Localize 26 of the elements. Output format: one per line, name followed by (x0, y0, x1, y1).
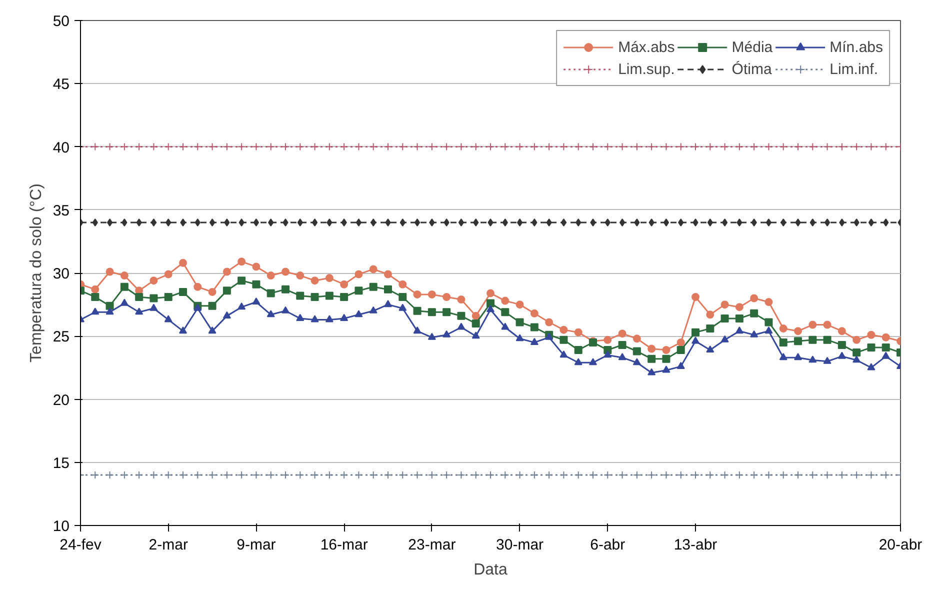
x-tick-label: 20-abr (878, 536, 922, 554)
legend-label: Ótima (732, 60, 772, 78)
x-axis-title: Data (474, 562, 508, 578)
y-tick-label: 35 (52, 202, 70, 220)
y-tick-label: 10 (52, 518, 70, 535)
y-tick-label: 40 (52, 139, 70, 156)
legend-label: Lim.sup. (618, 60, 675, 78)
y-tick-label: 50 (52, 13, 70, 30)
x-tick-label: 13-abr (674, 536, 718, 554)
x-tick-label: 9-mar (236, 536, 276, 554)
x-tick-label: 24-fev (60, 536, 102, 554)
y-tick-label: 25 (52, 328, 70, 346)
y-tick-label: 30 (52, 266, 70, 282)
x-tick-label: 30-mar (496, 536, 544, 554)
x-tick-label: 6-abr (590, 536, 626, 554)
legend-label: Máx.abs (618, 38, 675, 56)
y-axis-title: Temperatura do solo (°C) (28, 184, 45, 362)
x-tick-label: 23-mar (408, 536, 456, 554)
legend-label: Mín.abs (830, 38, 883, 56)
y-tick-label: 15 (52, 454, 70, 472)
y-tick-label: 45 (52, 76, 70, 94)
y-tick-label: 20 (52, 392, 70, 409)
x-tick-label: 2-mar (148, 536, 188, 554)
x-tick-label: 16-mar (320, 536, 368, 554)
legend-label: Média (732, 38, 773, 56)
legend-label: Lim.inf. (830, 60, 878, 78)
